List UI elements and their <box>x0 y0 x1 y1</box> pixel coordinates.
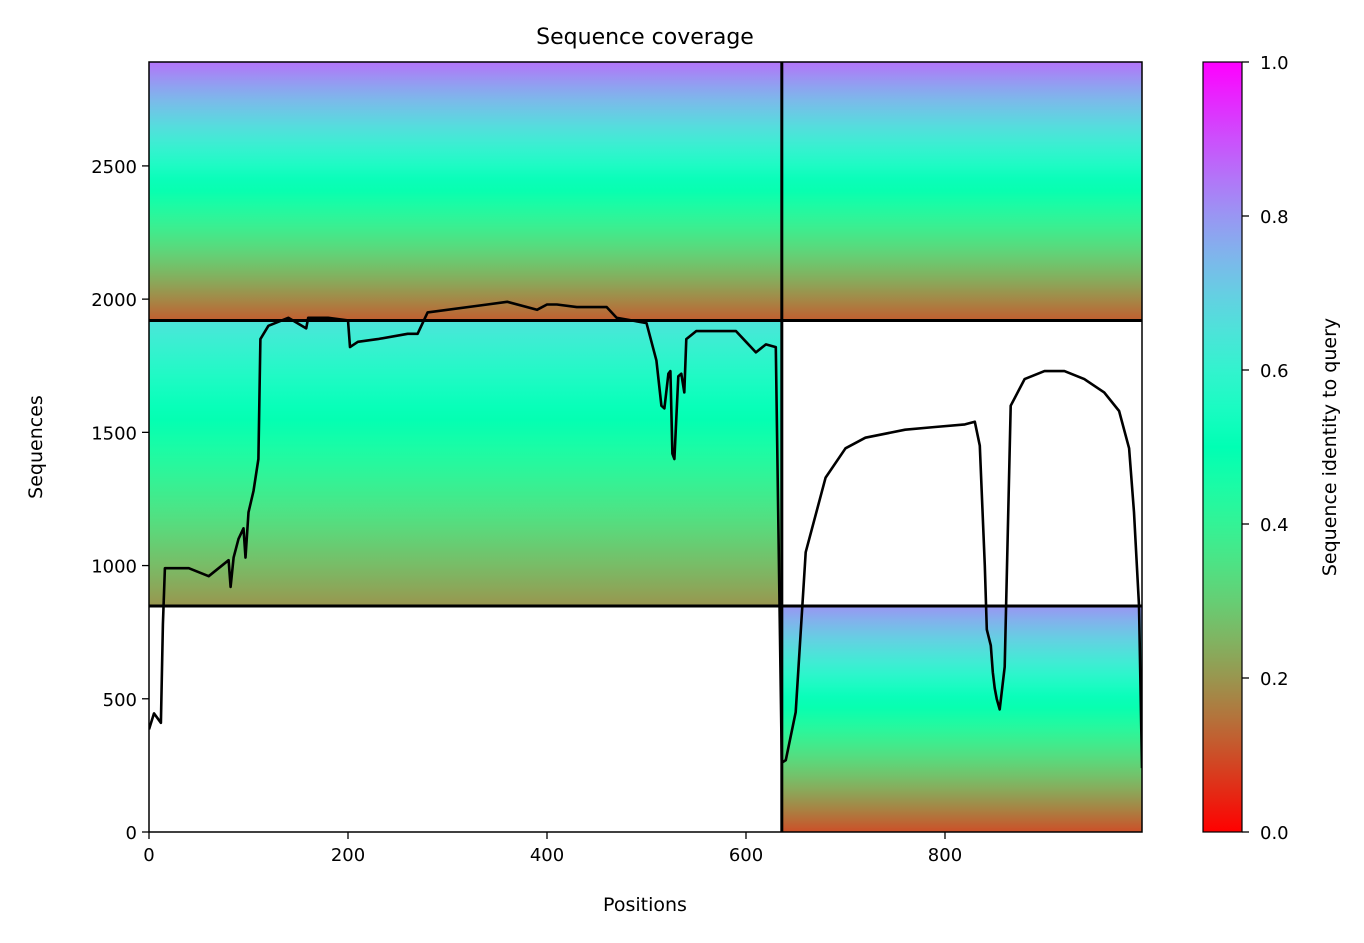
msa-block-paired <box>149 62 1142 321</box>
y-tick-label: 1000 <box>91 557 137 578</box>
plot-frame <box>148 61 1143 833</box>
y-axis-label: Sequences <box>25 395 47 499</box>
y-axis-ticks: 0 500 1000 1500 2000 2500 <box>91 157 149 844</box>
msa-block-chain-B-unpaired <box>781 606 1142 832</box>
y-tick-label: 2000 <box>91 290 137 311</box>
colorbar <box>1202 61 1243 833</box>
colorbar-ticks: 0.0 0.2 0.4 0.6 0.8 1.0 <box>1242 53 1289 844</box>
colorbar-label: Sequence identity to query <box>1319 318 1341 576</box>
y-tick-label: 500 <box>103 690 137 711</box>
x-tick-label: 600 <box>729 845 763 866</box>
chart-title: Sequence coverage <box>536 25 754 50</box>
x-tick-label: 0 <box>143 845 154 866</box>
coverage-line-layer <box>149 300 1142 769</box>
colorbar-tick-label: 0.2 <box>1260 669 1289 690</box>
coverage-line <box>149 300 1142 769</box>
x-axis-ticks: 0 200 400 600 800 <box>143 832 962 866</box>
x-tick-label: 800 <box>928 845 962 866</box>
colorbar-tick-label: 0.0 <box>1260 823 1289 844</box>
colorbar-tick-label: 0.6 <box>1260 361 1289 382</box>
colorbar-tick-label: 0.8 <box>1260 207 1289 228</box>
x-tick-label: 200 <box>331 845 365 866</box>
colorbar-tick-label: 1.0 <box>1260 53 1289 74</box>
x-axis-label: Positions <box>603 894 687 916</box>
x-tick-label: 400 <box>530 845 564 866</box>
colorbar-tick-label: 0.4 <box>1260 515 1289 536</box>
msa-blocks <box>149 62 1142 832</box>
y-tick-label: 0 <box>126 823 137 844</box>
y-tick-label: 1500 <box>91 423 137 444</box>
y-tick-label: 2500 <box>91 157 137 178</box>
msa-block-chain-A-unpaired <box>149 320 782 607</box>
